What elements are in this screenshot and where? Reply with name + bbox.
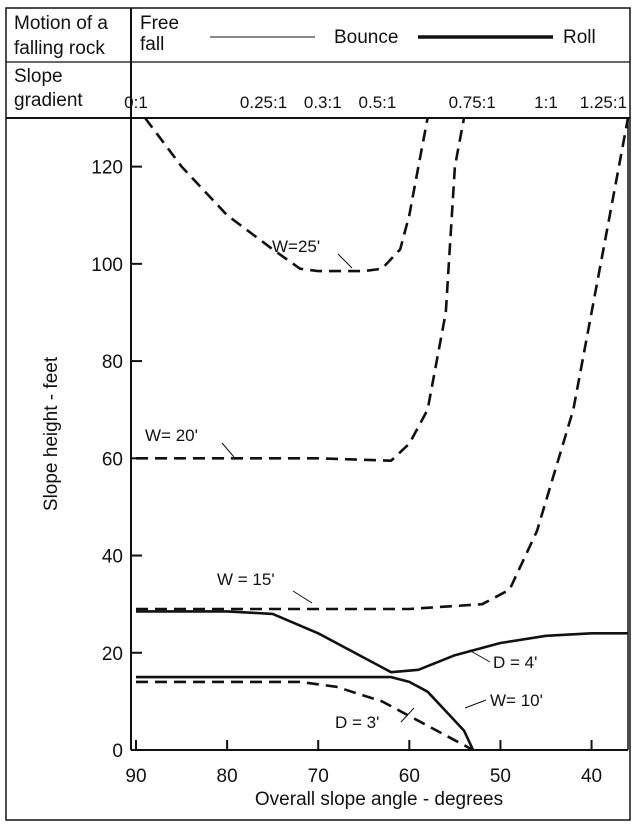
y-tick-label: 60 bbox=[102, 449, 123, 470]
curve-labels: W=25' W= 20' W = 15' D = 4' W= 10' D = 3… bbox=[145, 237, 543, 732]
y-tick-label: 0 bbox=[112, 741, 123, 762]
gradient-label: 0.25:1 bbox=[240, 93, 287, 112]
series-line-w-20 bbox=[136, 117, 466, 462]
gradient-labels: 0:1 0.25:1 0.3:1 0.5:1 0.75:1 1:1 1.25:1 bbox=[124, 93, 627, 112]
series-label-w25: W=25' bbox=[272, 237, 320, 256]
x-tick-label: 60 bbox=[399, 766, 420, 787]
slope-gradient-label-line2: gradient bbox=[14, 90, 83, 111]
y-tick-label: 80 bbox=[102, 352, 123, 373]
leader-d3 bbox=[400, 707, 415, 723]
free-fall-label-line1: Free bbox=[140, 13, 179, 34]
gradient-label: 1:1 bbox=[534, 93, 558, 112]
gradient-label: 0:1 bbox=[124, 93, 148, 112]
bounce-label: Bounce bbox=[334, 27, 398, 48]
leader-d4 bbox=[468, 649, 491, 663]
slope-gradient-label-line1: Slope bbox=[14, 66, 63, 87]
outer-frame bbox=[5, 7, 631, 821]
series-label-w15: W = 15' bbox=[217, 570, 275, 589]
gradient-label: 0.5:1 bbox=[359, 93, 397, 112]
y-axis-label: Slope height - feet bbox=[41, 356, 62, 511]
series-label-w10: W= 10' bbox=[490, 691, 543, 710]
gradient-label: 0.75:1 bbox=[449, 93, 496, 112]
x-tick-label: 40 bbox=[581, 766, 602, 787]
gradient-label: 1.25:1 bbox=[580, 93, 627, 112]
gradient-label: 0.3:1 bbox=[304, 93, 342, 112]
x-tick-label: 50 bbox=[490, 766, 511, 787]
series-line-w-25 bbox=[144, 117, 429, 273]
y-tick-label: 100 bbox=[91, 255, 123, 276]
series-label-d4: D = 4' bbox=[493, 653, 537, 672]
free-fall-label-line2: fall bbox=[140, 34, 164, 55]
leader-w10 bbox=[464, 699, 487, 709]
y-axis-ticks: 0 20 40 60 80 100 120 bbox=[91, 158, 142, 762]
x-tick-label: 70 bbox=[308, 766, 329, 787]
series-line-d-3 bbox=[136, 675, 475, 751]
series-label-w20: W= 20' bbox=[145, 426, 198, 445]
series-line-w-15 bbox=[136, 117, 630, 611]
series-line-d-4 bbox=[136, 610, 628, 674]
y-tick-label: 120 bbox=[91, 158, 123, 179]
roll-label: Roll bbox=[563, 27, 596, 48]
leader-w20 bbox=[221, 442, 235, 458]
leader-w25 bbox=[337, 253, 353, 269]
motion-label-line1: Motion of a bbox=[14, 13, 108, 34]
y-tick-label: 20 bbox=[102, 644, 123, 665]
y-tick-label: 40 bbox=[102, 547, 123, 568]
series-line-w-10 bbox=[136, 680, 474, 752]
leader-w15 bbox=[292, 590, 313, 604]
series-layer bbox=[136, 117, 630, 752]
x-tick-label: 80 bbox=[217, 766, 238, 787]
series-label-d3: D = 3' bbox=[335, 713, 379, 732]
x-axis-label: Overall slope angle - degrees bbox=[255, 789, 503, 810]
motion-label-line2: falling rock bbox=[14, 38, 105, 59]
x-axis-ticks: 90 80 70 60 50 40 bbox=[125, 740, 602, 787]
x-tick-label: 90 bbox=[125, 766, 146, 787]
